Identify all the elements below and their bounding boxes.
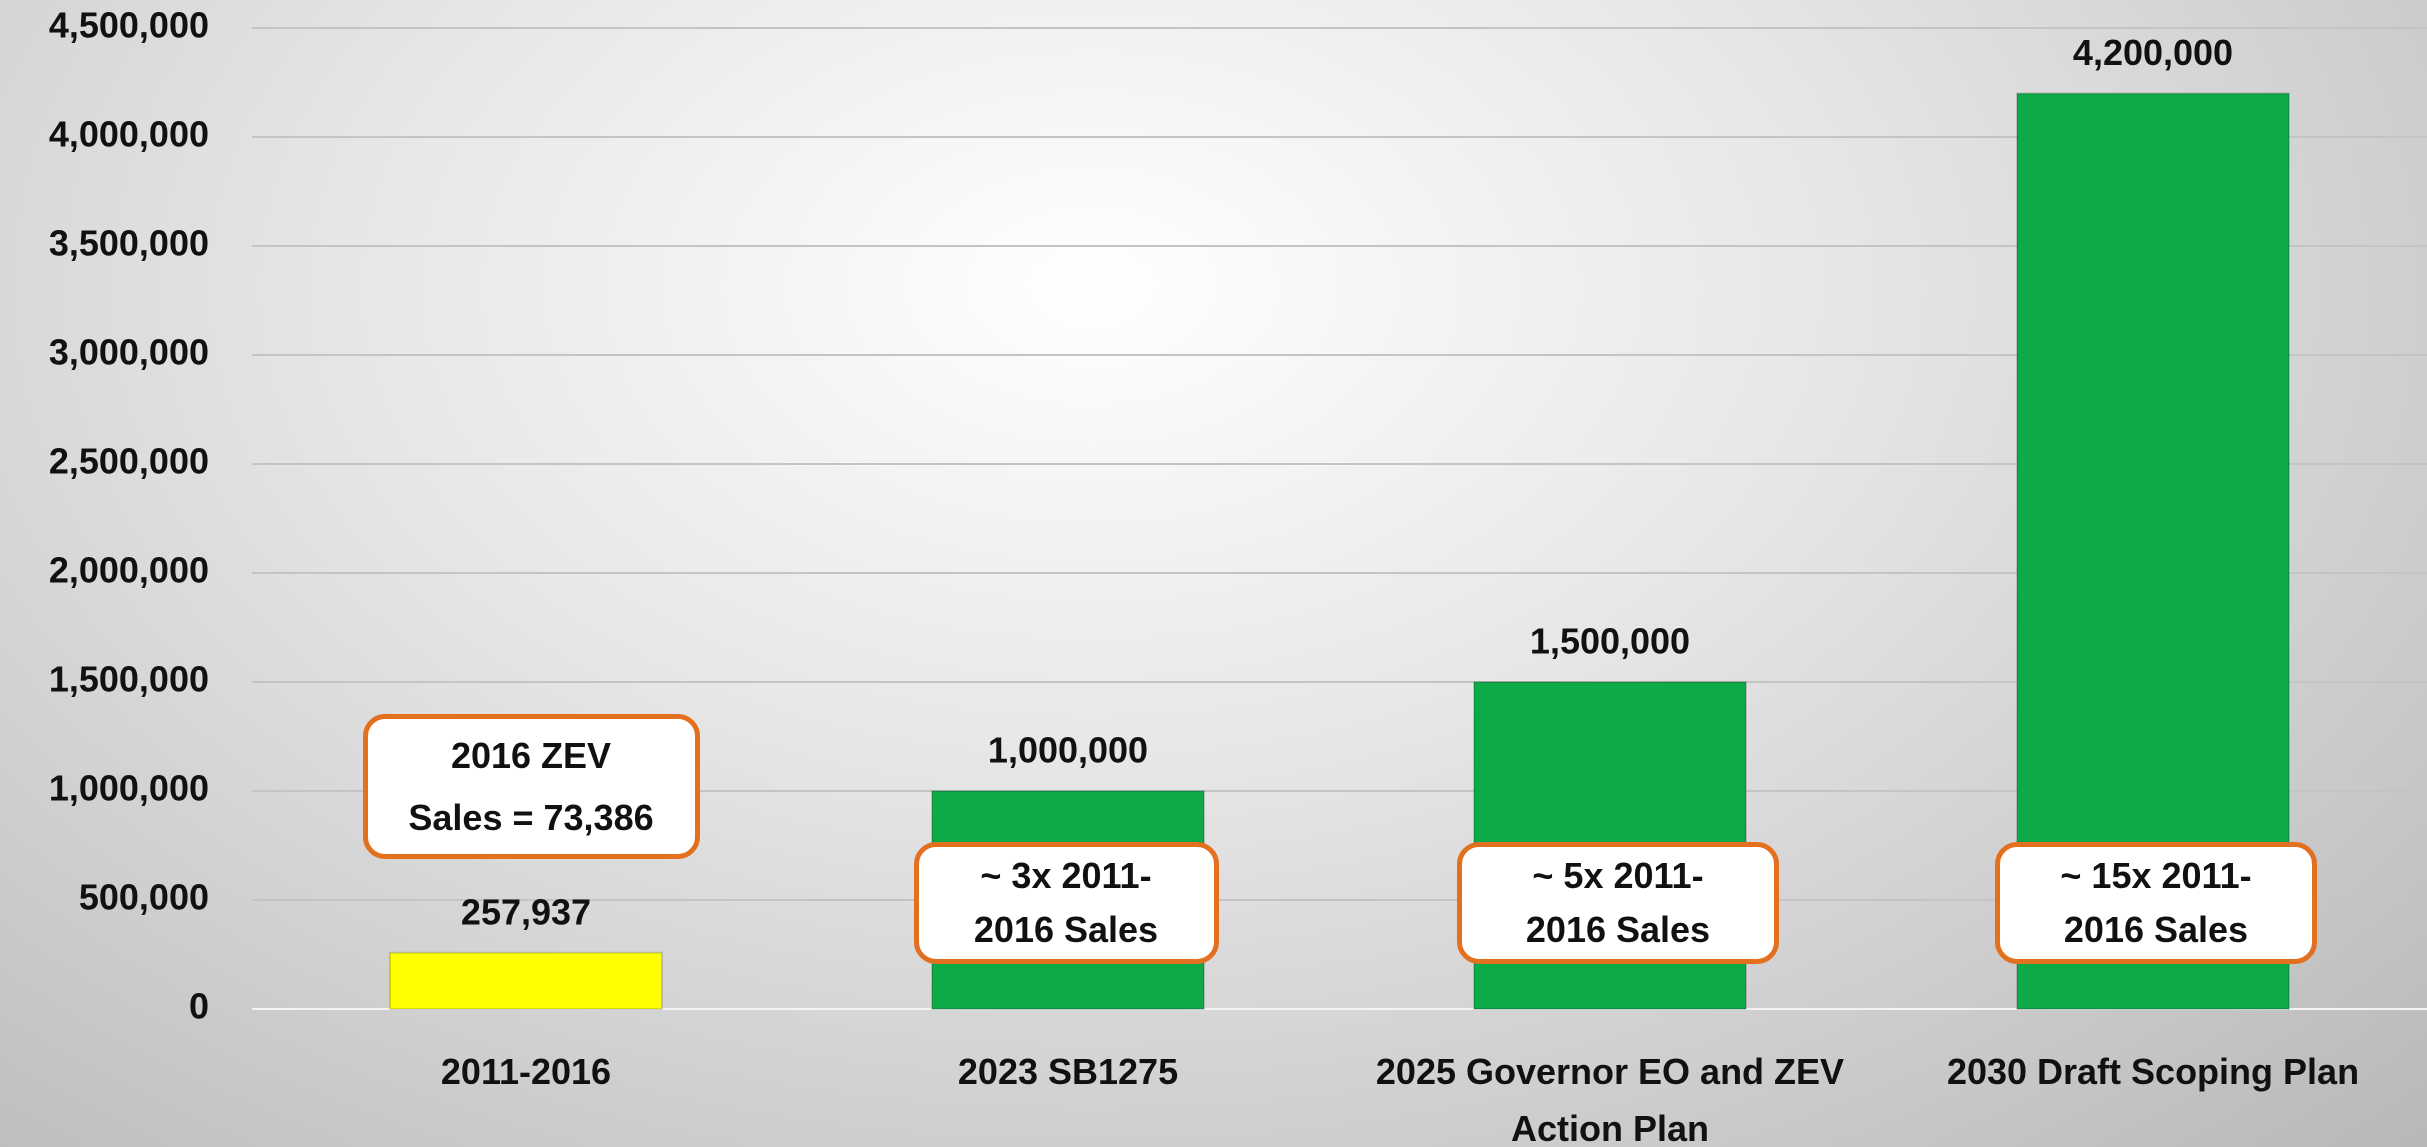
annotation-line: 2016 ZEV: [450, 735, 612, 776]
y-tick-label: 3,500,000: [49, 223, 209, 264]
x-tick-label: 2025 Governor EO and ZEV Action Plan: [1375, 1051, 1845, 1147]
value-label: 1,000,000: [988, 730, 1148, 771]
x-tick-label: 2030 Draft Scoping Plan: [1946, 1051, 2360, 1092]
y-tick-label: 1,000,000: [49, 768, 209, 809]
annotation-box: ~ 3x 2011- 2016 Sales: [913, 842, 1219, 964]
annotation-line: ~ 15x 2011-: [2060, 855, 2252, 896]
value-label: 1,500,000: [1530, 621, 1690, 662]
value-label: 257,937: [461, 891, 591, 932]
y-tick-label: 0: [189, 986, 209, 1027]
annotation-line: 2016 Sales: [1525, 909, 1711, 950]
annotation-line: Sales = 73,386: [408, 797, 654, 838]
annotation-box: ~ 5x 2011- 2016 Sales: [1457, 842, 1779, 964]
y-tick-label: 1,500,000: [49, 659, 209, 700]
annotation-line: ~ 3x 2011-: [980, 855, 1152, 896]
x-tick-label: 2011-2016: [440, 1051, 612, 1092]
y-tick-label: 2,500,000: [49, 441, 209, 482]
value-label: 4,200,000: [2073, 32, 2233, 73]
y-tick-label: 3,000,000: [49, 332, 209, 373]
annotation-line: ~ 5x 2011-: [1532, 855, 1704, 896]
annotation-box: ~ 15x 2011- 2016 Sales: [1995, 842, 2317, 964]
y-tick-label: 500,000: [79, 877, 209, 918]
annotation-box: 2016 ZEV Sales = 73,386: [362, 714, 700, 859]
y-tick-label: 4,000,000: [49, 114, 209, 155]
bar: [389, 951, 663, 1010]
annotation-line: 2016 Sales: [2063, 909, 2249, 950]
x-tick-label: 2023 SB1275: [957, 1051, 1179, 1092]
y-tick-label: 4,500,000: [49, 5, 209, 46]
y-tick-label: 2,000,000: [49, 550, 209, 591]
annotation-line: 2016 Sales: [973, 909, 1159, 950]
